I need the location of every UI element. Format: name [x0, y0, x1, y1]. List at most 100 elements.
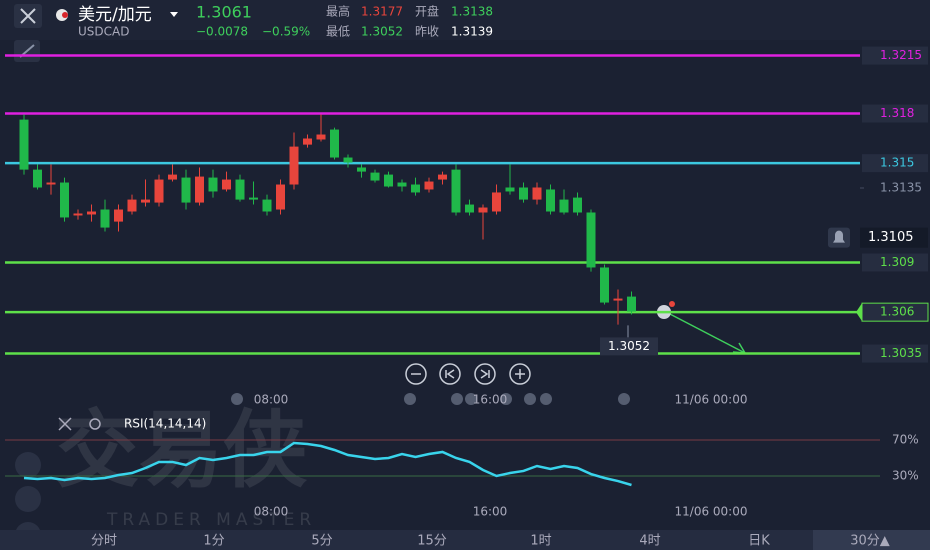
- candle-body: [384, 174, 393, 187]
- tab[interactable]: 1分: [203, 534, 224, 549]
- tab[interactable]: 4时: [639, 534, 660, 549]
- tab[interactable]: 15分: [417, 534, 447, 549]
- rsi-settings[interactable]: [89, 418, 101, 430]
- nav-buttons: [405, 363, 531, 385]
- candle-body: [370, 172, 380, 181]
- nav-glyphs: [411, 369, 525, 379]
- candle-body: [397, 182, 407, 187]
- watermark: 交易侠: [55, 401, 308, 499]
- rsi-tick-label: 70%: [892, 433, 919, 447]
- rsi-time-label: 08:00: [254, 505, 289, 519]
- price-label-box: [862, 104, 928, 123]
- candle-body: [276, 184, 285, 210]
- header-bar: [0, 0, 930, 40]
- event-dot[interactable]: [465, 393, 477, 405]
- candle-body: [357, 167, 366, 172]
- candle-body: [249, 197, 258, 200]
- tool-button[interactable]: [15, 452, 41, 478]
- alert-label-box: [860, 227, 928, 248]
- prev-close: 1.3139: [451, 25, 493, 39]
- candle-body: [613, 298, 623, 301]
- event-dot[interactable]: [500, 393, 512, 405]
- price-label-box: [862, 253, 928, 272]
- period-select[interactable]: [813, 530, 930, 550]
- price-label: 1.315: [880, 156, 914, 170]
- price-label: 1.309: [880, 255, 914, 269]
- event-dot[interactable]: [524, 393, 536, 405]
- event-dot[interactable]: [451, 393, 463, 405]
- price-pointer: [856, 303, 862, 322]
- open: 1.3138: [451, 5, 493, 19]
- candle-body: [600, 267, 609, 303]
- price: 1.3061: [196, 3, 252, 22]
- candle-body: [330, 129, 339, 158]
- candle-body: [100, 209, 110, 228]
- candle-body: [195, 176, 204, 203]
- high: 1.3177: [361, 5, 403, 19]
- tab-bar: [0, 530, 930, 550]
- candle-body: [505, 187, 515, 192]
- candle-body: [559, 199, 569, 213]
- close-icon: [20, 8, 36, 24]
- event-dots: [231, 393, 630, 405]
- alert-price: 1.3105: [868, 230, 914, 245]
- tab[interactable]: 5分: [311, 534, 332, 549]
- candle-body: [222, 179, 231, 190]
- tool-button[interactable]: [15, 486, 41, 512]
- rsi-label: RSI(14,14,14): [124, 417, 206, 431]
- candle-body: [154, 179, 164, 203]
- candle-body: [343, 157, 353, 163]
- candle-body: [303, 138, 312, 145]
- time-label: 08:00: [254, 393, 289, 407]
- rsi-line: [23, 441, 632, 487]
- candle-body: [573, 197, 582, 213]
- candle-body: [235, 179, 245, 200]
- candle-body: [438, 174, 447, 180]
- tab[interactable]: 日K: [748, 534, 770, 549]
- flag-leaf: [62, 12, 68, 18]
- candle-body: [168, 174, 177, 180]
- candle-body: [492, 192, 501, 212]
- tab[interactable]: 30分▲: [850, 534, 890, 549]
- candle-body: [33, 169, 42, 188]
- event-dot[interactable]: [540, 393, 552, 405]
- price-label-box: [862, 344, 928, 363]
- change-pct: −0.59%: [262, 25, 310, 39]
- candle-body: [532, 187, 542, 200]
- candle-body: [289, 146, 299, 185]
- candle-body: [262, 199, 272, 212]
- candle-body: [478, 207, 488, 213]
- low-marker: 1.3052: [608, 339, 650, 353]
- event-dot[interactable]: [231, 393, 243, 405]
- rsi-tick-label: 30%: [892, 469, 919, 483]
- price-label: 1.3215: [880, 48, 922, 62]
- candle-body: [411, 184, 420, 193]
- open-label: 开盘: [415, 4, 439, 19]
- watermark-sub: TRADER MASTER: [106, 510, 316, 530]
- change: −0.0078: [196, 25, 248, 39]
- prev-close-label: 昨收: [415, 25, 439, 39]
- event-dot: [669, 301, 675, 307]
- time-label: 16:00: [473, 393, 508, 407]
- price-label: 1.306: [880, 305, 914, 319]
- price-label: 1.318: [880, 106, 914, 120]
- high-label: 最高: [326, 4, 350, 19]
- pair-name[interactable]: 美元/加元: [78, 5, 152, 25]
- candle-body: [465, 204, 474, 213]
- low-marker-box: [600, 337, 658, 356]
- rsi-close[interactable]: [58, 417, 72, 431]
- event-dot[interactable]: [618, 393, 630, 405]
- candle-body: [87, 211, 96, 215]
- price-label: 1.3035: [880, 346, 922, 360]
- price-label-box: [862, 154, 928, 173]
- candle-body: [586, 212, 596, 268]
- event-dot[interactable]: [404, 393, 416, 405]
- candle-body: [73, 213, 83, 216]
- tab[interactable]: 分时: [91, 534, 117, 549]
- candle-body: [208, 177, 218, 192]
- dropdown-caret[interactable]: [170, 12, 178, 17]
- tab[interactable]: 1时: [530, 534, 551, 549]
- symbol: USDCAD: [78, 25, 129, 39]
